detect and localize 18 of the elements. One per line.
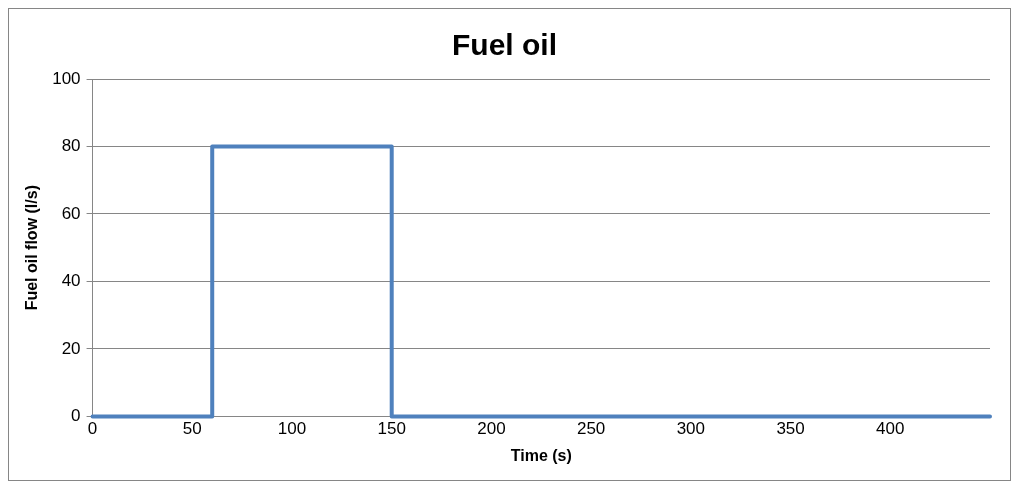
x-tick-label: 50 bbox=[182, 419, 202, 439]
x-tick-label: 0 bbox=[87, 419, 98, 439]
y-tick-label: 0 bbox=[71, 406, 81, 426]
x-tick-label: 200 bbox=[477, 419, 506, 439]
x-tick-label: 100 bbox=[277, 419, 307, 439]
x-tick-label: 150 bbox=[377, 419, 406, 439]
y-axis-title: Fuel oil flow (l/s) bbox=[23, 185, 41, 311]
y-tick-label: 60 bbox=[61, 203, 81, 223]
x-tick-label: 400 bbox=[876, 419, 905, 439]
x-tick-label: 300 bbox=[676, 419, 706, 439]
y-tick-label: 20 bbox=[61, 338, 81, 358]
chart-title: Fuel oil bbox=[452, 28, 557, 62]
x-tick-label: 350 bbox=[776, 419, 805, 439]
y-tick-label: 40 bbox=[61, 271, 81, 291]
y-tick-label: 80 bbox=[61, 136, 81, 156]
x-tick-label: 250 bbox=[576, 419, 606, 439]
x-axis-title: Time (s) bbox=[510, 446, 572, 464]
y-tick-label: 100 bbox=[52, 68, 81, 88]
